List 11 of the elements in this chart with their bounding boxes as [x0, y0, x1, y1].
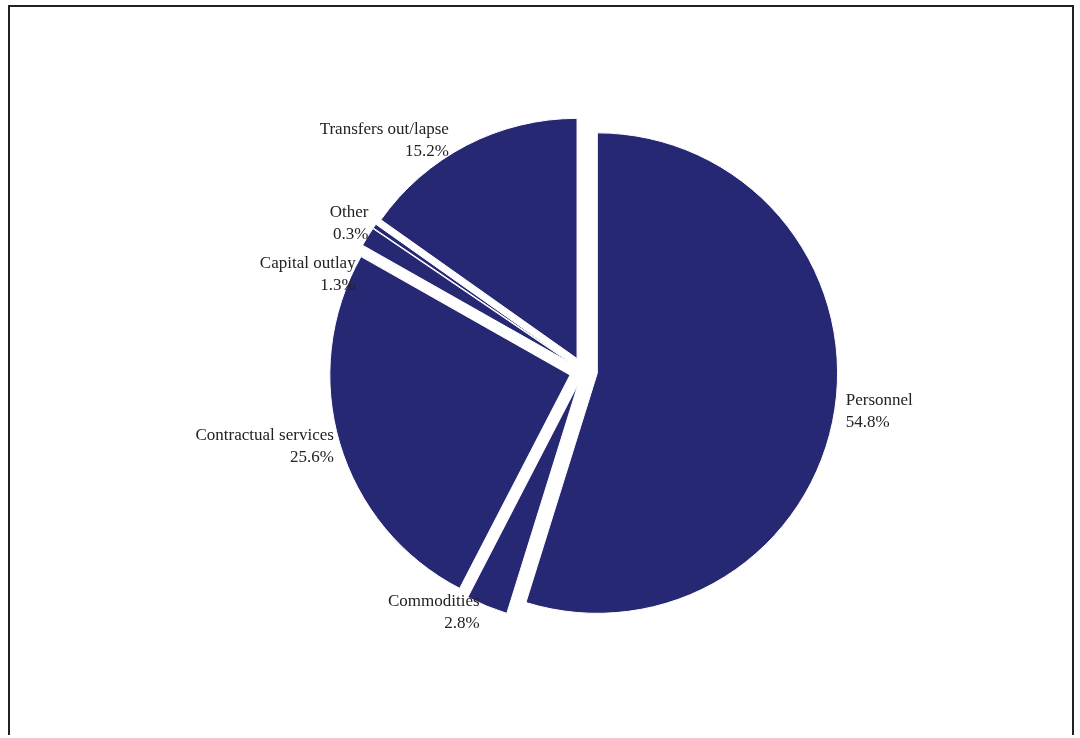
slice-label: Personnel [845, 389, 914, 409]
slice-label: Capital outlay [259, 252, 357, 272]
data-label: 2.8% [444, 613, 480, 633]
data-label: 0.3% [333, 224, 369, 244]
slice-label: Other [329, 202, 369, 222]
data-label: 15.2% [404, 141, 449, 161]
slice-label: Contractual services [195, 424, 334, 444]
data-label: 54.8% [845, 411, 890, 431]
slice-label: Commodities [388, 591, 480, 611]
slice-label: Transfers out/lapse [319, 119, 449, 139]
data-label: 25.6% [289, 446, 334, 466]
